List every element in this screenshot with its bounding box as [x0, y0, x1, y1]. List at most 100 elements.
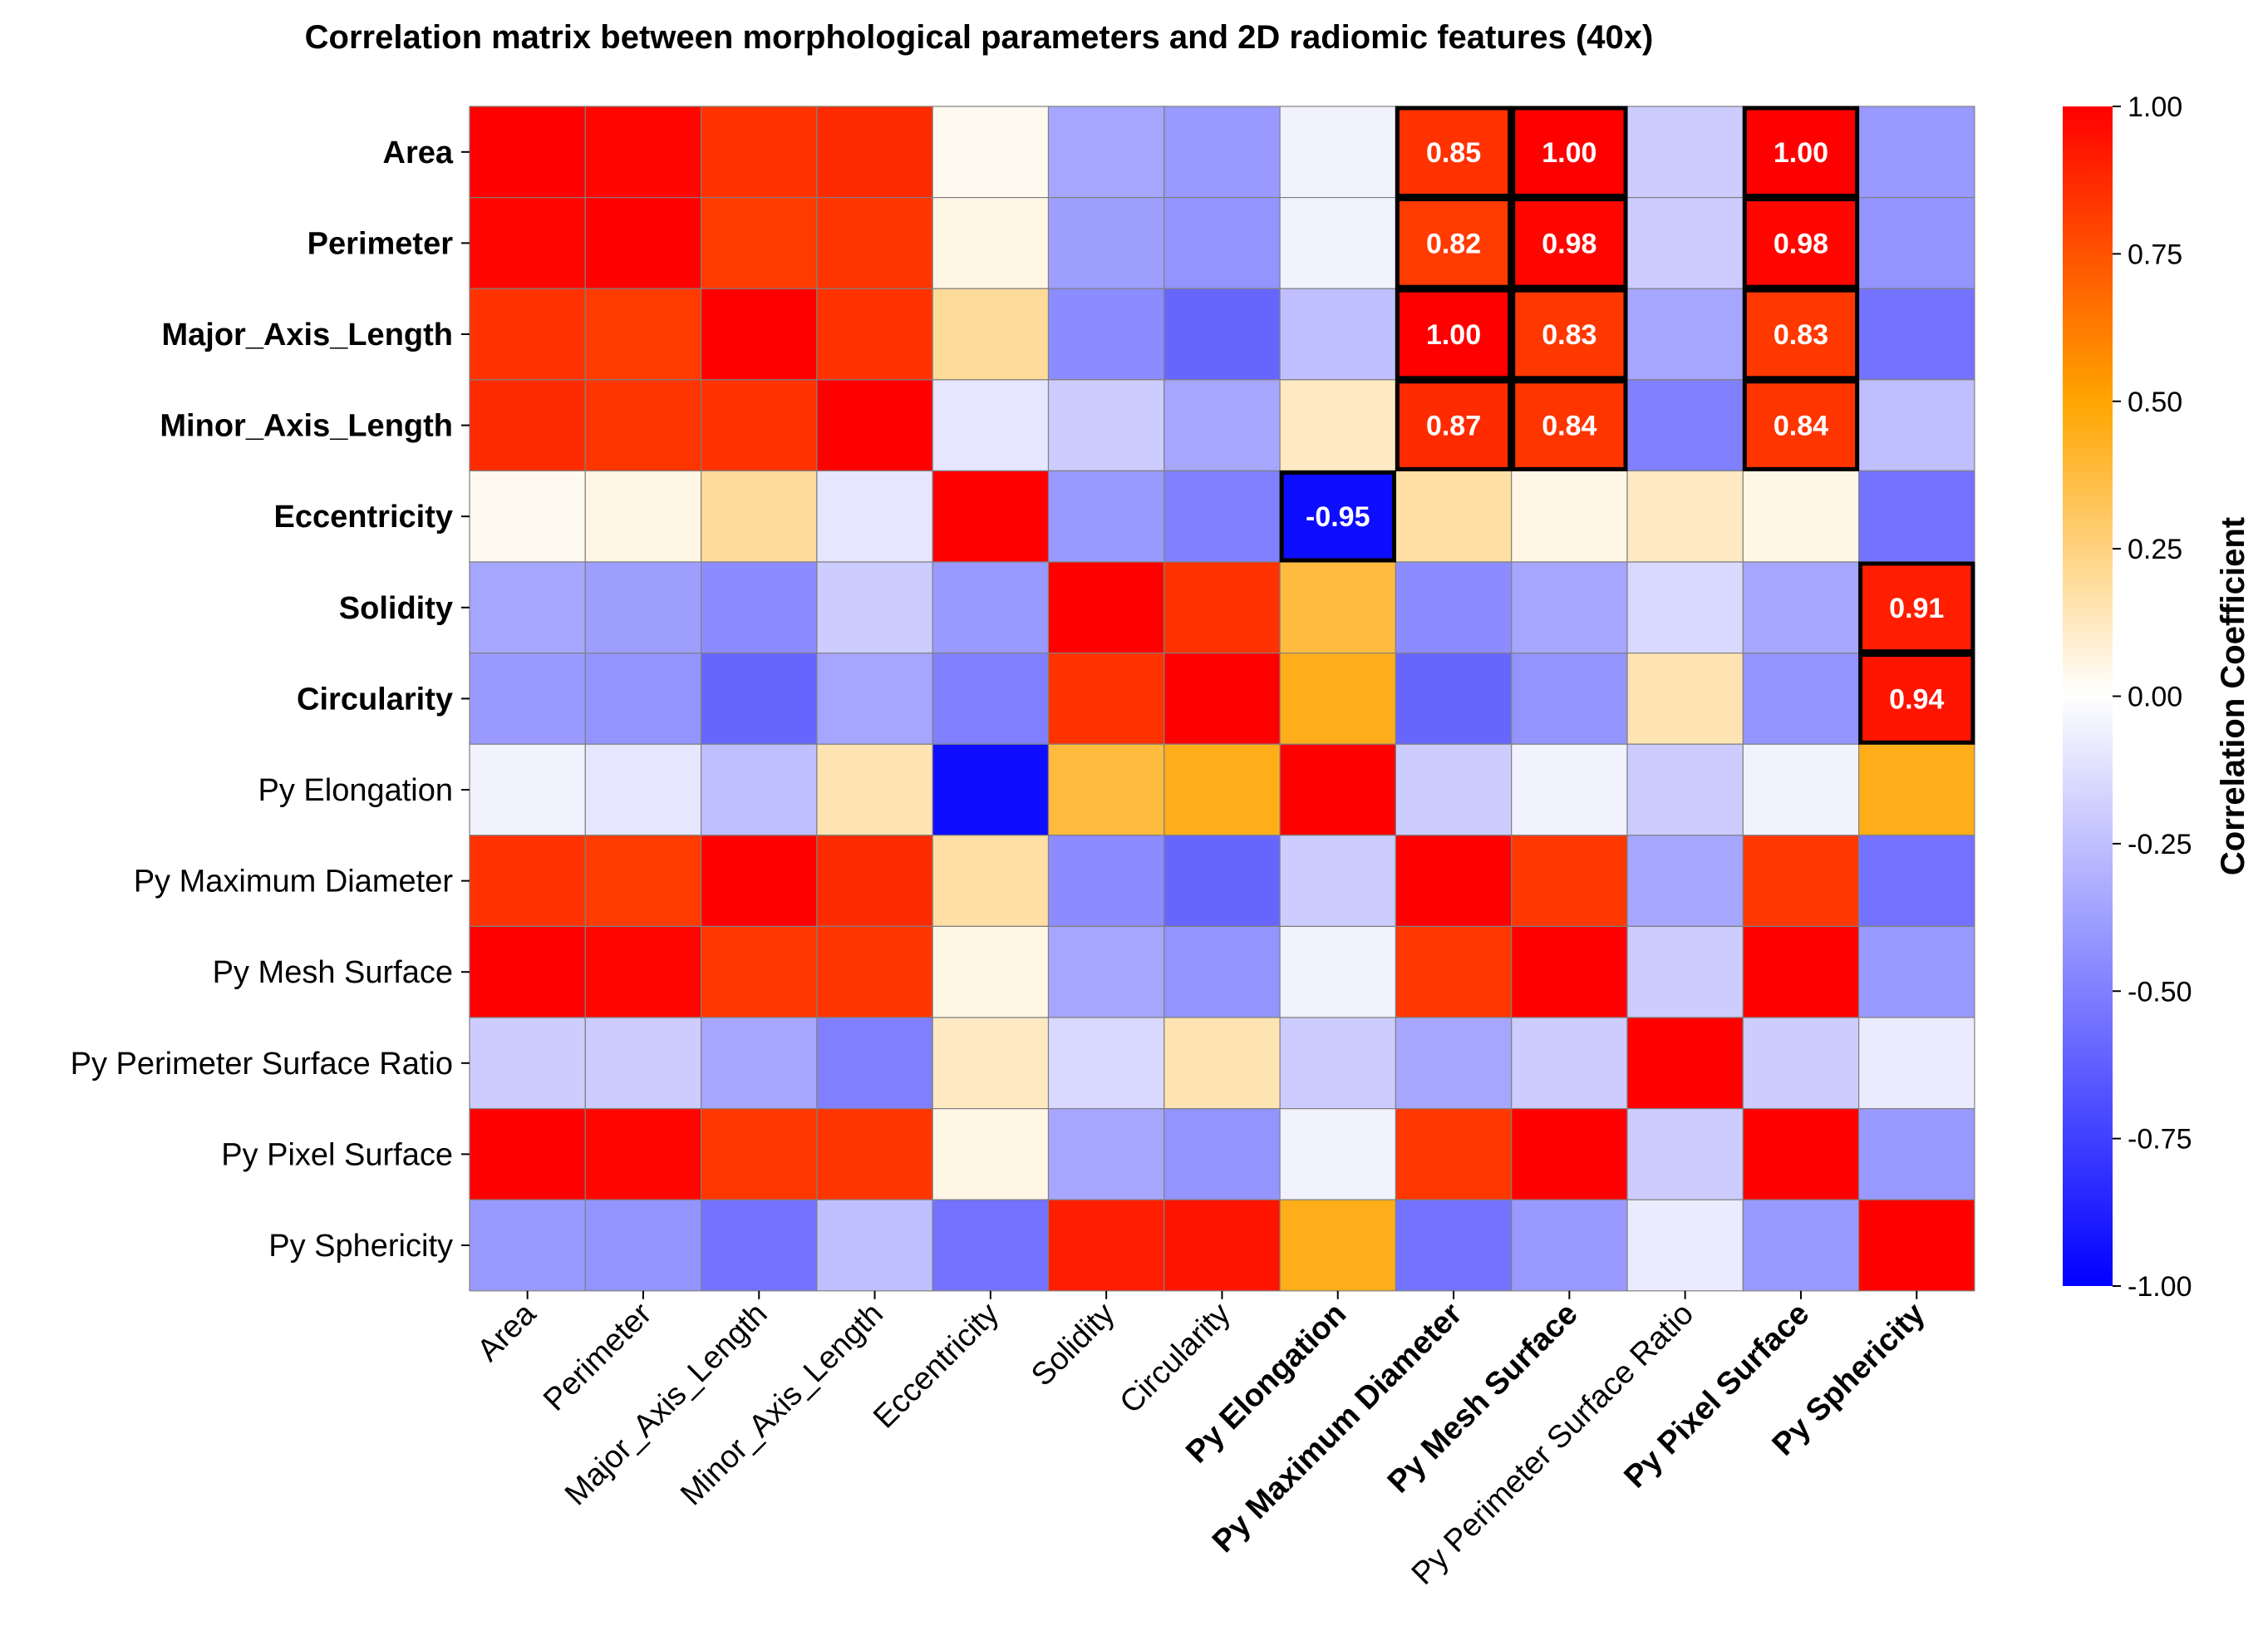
heatmap-cell [1626, 106, 1744, 199]
row-label: Minor_Axis_Length [160, 409, 453, 444]
heatmap-cell [1626, 835, 1744, 927]
colorbar-tick-label: -0.25 [2128, 829, 2192, 860]
heatmap-cell [816, 1107, 933, 1200]
heatmap-cell [469, 1107, 586, 1200]
heatmap-cell [1279, 652, 1396, 745]
heatmap-cell [700, 743, 818, 836]
row-label: Py Pixel Surface [221, 1137, 453, 1172]
heatmap-cell [1626, 743, 1744, 836]
heatmap-cell [700, 470, 818, 563]
highlight-boxes [1279, 106, 1975, 745]
heatmap-cell [1742, 379, 1860, 471]
heatmap-cell [1047, 925, 1165, 1018]
heatmap-cell [932, 561, 1050, 654]
heatmap-cell [1626, 288, 1744, 381]
heatmap-cell [1395, 925, 1513, 1018]
heatmap-cell [1047, 379, 1165, 471]
heatmap-cell [584, 1199, 702, 1292]
colorbar-tick-label: -1.00 [2128, 1271, 2192, 1303]
chart-title: Correlation matrix between morphological… [305, 19, 1654, 56]
heatmap-cell [1742, 743, 1860, 836]
column-label: Solidity [1025, 1296, 1121, 1392]
cell-annotation: 0.84 [1774, 411, 1828, 442]
heatmap-cell [1511, 652, 1628, 745]
heatmap-cell [1047, 288, 1165, 381]
heatmap-cell [1742, 197, 1860, 289]
heatmap-cell [584, 288, 702, 381]
heatmap-cell [1164, 106, 1281, 199]
column-label: Py Mesh Surface [1381, 1296, 1585, 1500]
colorbar-tick-label: 1.00 [2128, 91, 2182, 123]
heatmap-cell [1511, 835, 1628, 927]
heatmap-cell [469, 379, 586, 471]
heatmap-cell [1164, 1017, 1281, 1110]
heatmap-cell [816, 1199, 933, 1292]
heatmap-cell [584, 106, 702, 199]
highlight-box [1395, 106, 1513, 199]
colorbar-tick-label: 0.75 [2128, 239, 2182, 270]
heatmap-cell [1047, 561, 1165, 654]
cell-annotation: 1.00 [1426, 319, 1481, 351]
heatmap-cell [700, 1017, 818, 1110]
cell-annotation: -0.95 [1306, 501, 1370, 533]
colorbar: 1.00 0.75 0.50 0.25 0.00 -0.25 -0.50 -0.75 -1.00… [2063, 91, 2251, 1303]
row-label: Perimeter [307, 226, 454, 261]
heatmap-cell [1742, 561, 1860, 654]
heatmap-cell [584, 379, 702, 471]
heatmap-cell [1858, 106, 1975, 199]
highlight-box [1742, 197, 1860, 289]
heatmap-cell [1858, 1199, 1975, 1292]
heatmap-cell [932, 197, 1050, 289]
heatmap-cell [816, 925, 933, 1018]
heatmap-cell [700, 561, 818, 654]
column-label: Area [471, 1296, 544, 1368]
highlight-box [1858, 653, 1975, 745]
heatmap-cell [1164, 652, 1281, 745]
heatmap-cell [932, 379, 1050, 471]
heatmap-cell [469, 1017, 586, 1110]
heatmap-cell [1511, 743, 1628, 836]
heatmap-cell [1279, 925, 1396, 1018]
heatmap-cell [1742, 1199, 1860, 1292]
heatmap-cell [816, 379, 933, 471]
heatmap-cell [1742, 1017, 1860, 1110]
heatmap-cell [1626, 561, 1744, 654]
heatmap-cell [1858, 1017, 1975, 1110]
cell-annotation: 0.87 [1426, 411, 1481, 442]
heatmap-cell [1626, 470, 1744, 563]
cell-annotation: 0.94 [1889, 683, 1944, 715]
heatmap-cell [1164, 379, 1281, 471]
heatmap-cell [816, 197, 933, 289]
column-label: Perimeter [537, 1296, 658, 1417]
heatmap-cell [1395, 106, 1513, 199]
heatmap-cell [1511, 925, 1628, 1018]
heatmap-cell [1858, 925, 1975, 1018]
heatmap-cell [816, 743, 933, 836]
heatmap-cell [932, 652, 1050, 745]
column-labels: AreaPerimeterMajor_Axis_LengthMinor_Axis… [471, 1290, 1932, 1592]
heatmap-cell [1279, 743, 1396, 836]
colorbar-tick-label: -0.50 [2128, 976, 2192, 1008]
heatmap-cell [1742, 1107, 1860, 1200]
heatmap-cell [584, 561, 702, 654]
heatmap-cell [1626, 1199, 1744, 1292]
heatmap-cell [1164, 288, 1281, 381]
heatmap-cell [1279, 197, 1396, 289]
heatmap-cell [1626, 379, 1744, 471]
heatmap-cell [1858, 652, 1975, 745]
heatmap-cell [1511, 1107, 1628, 1200]
heatmap-cell [932, 1107, 1050, 1200]
heatmap-cell [700, 1199, 818, 1292]
cell-annotation: 1.00 [1542, 137, 1596, 169]
colorbar-tick-label: 0.25 [2128, 534, 2182, 565]
heatmap-cell [1626, 1107, 1744, 1200]
row-label: Area [383, 136, 454, 170]
heatmap-cell [1511, 470, 1628, 563]
heatmap-cell [1279, 1199, 1396, 1292]
heatmap-cell [1395, 1107, 1513, 1200]
heatmap-cell [469, 652, 586, 745]
heatmap-cell [1395, 379, 1513, 471]
heatmap-cell [1626, 1017, 1744, 1110]
column-label: Major_Axis_Length [558, 1296, 775, 1512]
heatmap-cell [584, 652, 702, 745]
